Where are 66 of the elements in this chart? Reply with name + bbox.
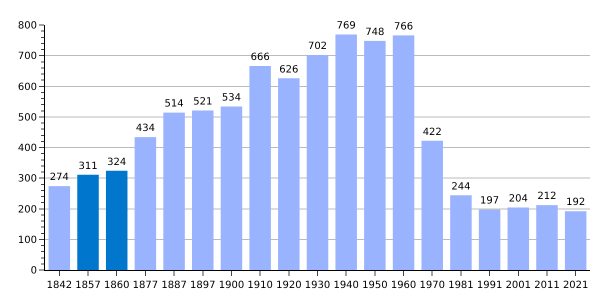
- data-label: 311: [78, 160, 98, 172]
- bar: [134, 137, 156, 270]
- y-tick-label: 0: [30, 266, 37, 276]
- bar: [450, 195, 472, 270]
- x-tick-label: 1842: [46, 280, 72, 291]
- x-tick-label: 1920: [276, 280, 302, 291]
- data-label: 748: [365, 26, 384, 38]
- y-tick-label: 100: [18, 234, 37, 246]
- bar: [335, 34, 357, 270]
- y-tick-label: 200: [18, 204, 37, 216]
- x-tick-label: 2021: [562, 280, 588, 291]
- bar: [106, 170, 128, 270]
- bar: [249, 66, 271, 270]
- x-tick-label: 1970: [420, 280, 445, 291]
- data-label: 666: [250, 52, 270, 64]
- data-label: 534: [222, 92, 241, 104]
- bar: [163, 112, 185, 270]
- y-tick-label: 300: [18, 174, 37, 185]
- data-label: 422: [422, 126, 442, 138]
- x-tick-label: 1981: [448, 280, 474, 291]
- bar: [478, 210, 500, 270]
- x-tick-label: 1991: [476, 280, 502, 291]
- x-tick-label: 1940: [333, 280, 359, 291]
- data-label: 769: [336, 20, 356, 32]
- x-tick-label: 1960: [390, 280, 416, 291]
- y-tick-label: 700: [18, 51, 37, 62]
- x-tick-label: 2011: [534, 280, 560, 291]
- x-tick-label: 1950: [362, 280, 388, 291]
- x-tick-label: 1877: [132, 280, 158, 291]
- data-label: 274: [50, 172, 69, 184]
- x-tick-label: 1897: [190, 280, 216, 291]
- bar: [77, 174, 99, 270]
- x-tick-label: 1857: [75, 280, 101, 291]
- bar: [192, 110, 214, 270]
- bar: [48, 186, 70, 270]
- x-tick-label: 1900: [218, 280, 244, 291]
- data-label: 212: [537, 191, 557, 202]
- y-tick-label: 600: [18, 82, 37, 93]
- data-label: 197: [480, 196, 500, 207]
- bar: [536, 205, 558, 270]
- x-tick-label: 1910: [247, 280, 273, 291]
- data-label: 434: [136, 123, 155, 134]
- bar: [564, 211, 586, 270]
- data-label: 324: [107, 156, 126, 168]
- data-label: 244: [451, 181, 470, 192]
- bar: [306, 55, 328, 270]
- y-tick-label: 800: [18, 20, 37, 32]
- bar: [278, 78, 300, 270]
- bar: [421, 140, 443, 270]
- y-tick-label: 400: [18, 143, 37, 154]
- bar: [392, 35, 414, 270]
- data-label: 766: [394, 21, 414, 32]
- bar: [508, 208, 530, 270]
- bar: [364, 40, 386, 270]
- data-label: 204: [508, 194, 528, 205]
- x-tick-label: 1930: [304, 280, 330, 291]
- y-tick-label: 500: [18, 112, 37, 124]
- data-label: 702: [308, 41, 328, 52]
- x-tick-label: 1860: [104, 280, 130, 291]
- data-label: 514: [164, 98, 184, 110]
- data-label: 626: [279, 64, 298, 76]
- data-label: 192: [566, 197, 586, 208]
- data-label: 521: [193, 96, 212, 108]
- x-tick-label: 2001: [506, 280, 532, 291]
- x-tick-label: 1887: [161, 280, 187, 291]
- bar: [220, 106, 242, 270]
